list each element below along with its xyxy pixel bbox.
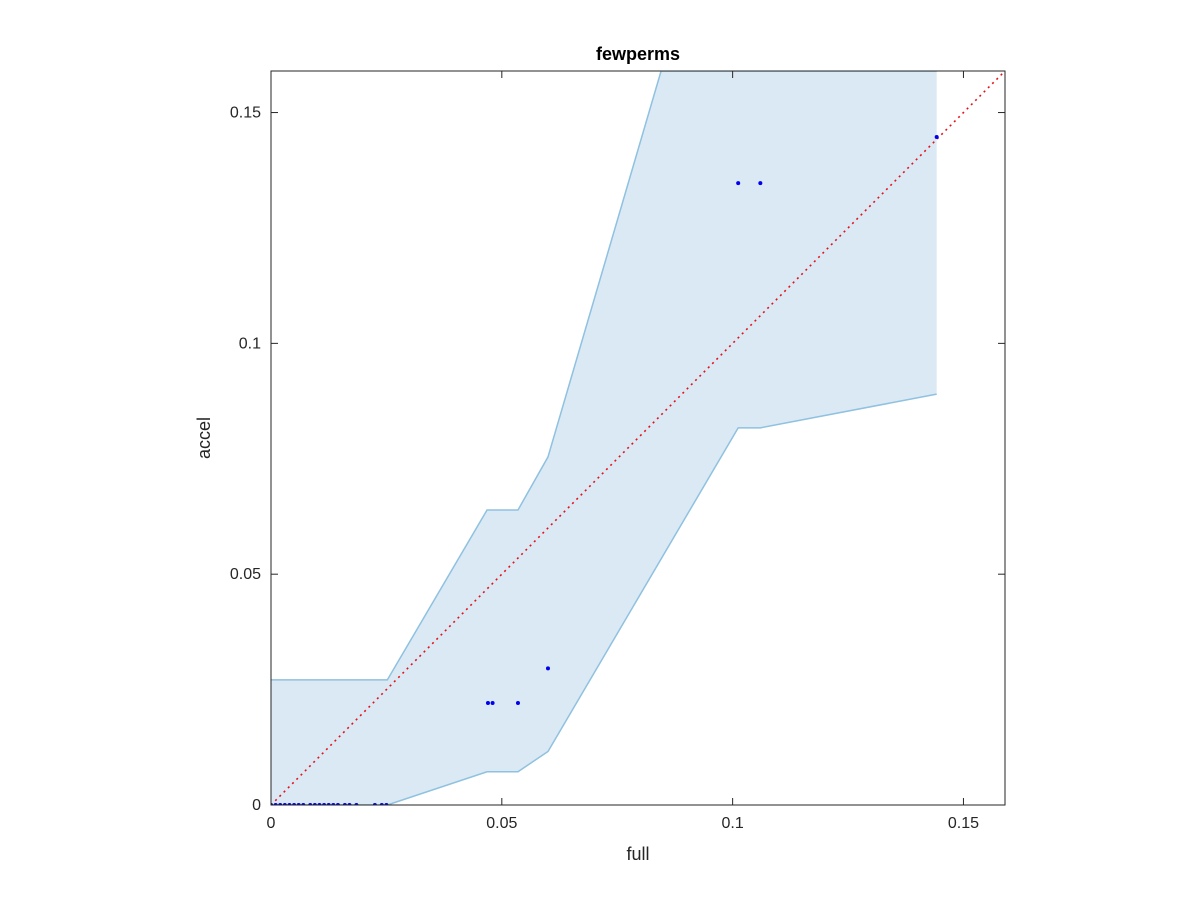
plot-area: [271, 71, 1005, 805]
axes: 0 0.05 0.1 0.15 0 0.05 0.1 0.15: [230, 70, 1006, 832]
data-point: [934, 135, 939, 140]
data-point: [515, 700, 520, 705]
x-axis-label: full: [626, 844, 649, 864]
x-tick-label: 0.05: [486, 815, 517, 832]
plot-content: [271, 71, 1005, 805]
y-tick-label: 0.1: [239, 335, 261, 352]
y-tick-label: 0: [252, 797, 261, 814]
x-tick-label: 0.1: [722, 815, 744, 832]
data-point: [490, 700, 495, 705]
x-tick-label: 0: [267, 815, 276, 832]
reference-line: [271, 71, 1005, 805]
confidence-band: [271, 71, 937, 805]
y-tick-label: 0.15: [230, 105, 261, 122]
y-tick-label: 0.05: [230, 566, 261, 583]
y-axis-label: accel: [194, 417, 214, 459]
data-point: [736, 181, 741, 186]
data-point: [485, 700, 490, 705]
data-point: [758, 181, 763, 186]
band-lower-edge: [271, 393, 937, 805]
x-tick-label: 0.15: [948, 815, 979, 832]
axes-box: [270, 70, 1006, 806]
chart-title: fewperms: [596, 44, 680, 64]
band-upper-edge: [271, 71, 937, 681]
data-point: [545, 666, 550, 671]
